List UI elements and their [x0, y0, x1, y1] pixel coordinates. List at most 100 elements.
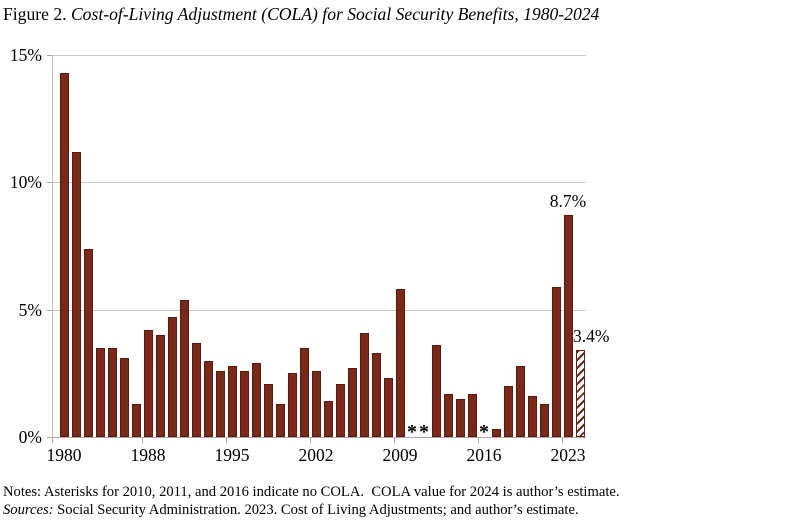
bar-1991	[179, 299, 189, 437]
bar-2021	[539, 403, 549, 437]
bar-2023	[563, 215, 573, 437]
y-axis-label: 0%	[18, 427, 42, 447]
y-axis-label: 10%	[9, 172, 42, 192]
bar-2018	[503, 386, 513, 437]
bar-slot-2022	[550, 55, 562, 437]
x-axis-tick-1995	[226, 438, 227, 443]
no-cola-asterisk-2010: *	[407, 421, 417, 443]
bar-2022	[551, 286, 561, 437]
bar-slot-1989	[154, 55, 166, 437]
x-axis-tick-2016	[478, 438, 479, 443]
bar-slot-2002	[310, 55, 322, 437]
bar-slot-1980	[58, 55, 70, 437]
bar-2012	[431, 345, 441, 437]
bar-slot-2005	[346, 55, 358, 437]
x-axis-label-1988: 1988	[130, 445, 166, 465]
bar-slot-1994	[214, 55, 226, 437]
bar-2020	[527, 396, 537, 437]
bar-1989	[155, 335, 165, 437]
bar-1999	[275, 403, 285, 437]
bar-slot-2023	[562, 55, 574, 437]
sources-text: Social Security Administration. 2023. Co…	[53, 502, 579, 518]
bar-slot-1992	[190, 55, 202, 437]
x-axis-tick-2023	[562, 438, 563, 443]
figure-number: Figure 2.	[3, 4, 71, 24]
bar-2015	[467, 393, 477, 437]
value-annotation-2023: 8.7%	[549, 191, 587, 211]
chart-plot-area: 0% 5% 10% 15% * * * 1980 1988 1995 2002 2009 2016 202…	[9, 45, 610, 465]
bar-2000	[287, 373, 297, 437]
bars-container: * * *	[58, 55, 586, 443]
x-axis-label-1980: 1980	[46, 445, 82, 465]
y-axis-tick	[47, 310, 52, 311]
bar-2003	[323, 401, 333, 437]
bar-slot-1991	[178, 55, 190, 437]
bar-1998	[263, 383, 273, 437]
bar-slot-1984	[94, 55, 106, 437]
bar-slot-2021	[538, 55, 550, 437]
y-axis-label: 5%	[18, 300, 42, 320]
bar-1996	[239, 370, 249, 437]
bar-slot-1995	[226, 55, 238, 437]
bar-slot-2013	[442, 55, 454, 437]
bar-slot-1997	[250, 55, 262, 437]
bar-1992	[191, 342, 201, 437]
bar-slot-2001	[298, 55, 310, 437]
bar-1985	[107, 347, 117, 437]
y-axis-tick	[47, 437, 52, 438]
gridline-10pct	[52, 182, 586, 183]
bar-slot-1986	[118, 55, 130, 437]
bar-slot-1993	[202, 55, 214, 437]
bar-1986	[119, 358, 129, 437]
bar-1997	[251, 363, 261, 437]
x-axis-line	[52, 437, 586, 438]
bar-slot-1988	[142, 55, 154, 437]
sources-label: Sources:	[3, 502, 54, 518]
bar-slot-2020	[526, 55, 538, 437]
bar-2019	[515, 365, 525, 437]
bar-1982	[83, 248, 93, 437]
bar-slot-2008	[382, 55, 394, 437]
bar-1995	[227, 365, 237, 437]
bar-1993	[203, 360, 213, 437]
bar-2013	[443, 393, 453, 437]
bar-2004	[335, 383, 345, 437]
x-axis-tick-2009	[394, 438, 395, 443]
y-axis-label: 15%	[9, 45, 42, 65]
estimate-bar-2024	[575, 350, 585, 437]
bar-1981	[71, 151, 81, 437]
x-axis-label-1995: 1995	[214, 445, 250, 465]
x-axis-label-2016: 2016	[466, 445, 502, 465]
bar-slot-2014	[454, 55, 466, 437]
bar-slot-2006	[358, 55, 370, 437]
bar-slot-1982	[82, 55, 94, 437]
bar-1987	[131, 403, 141, 437]
bar-2005	[347, 368, 357, 437]
x-axis-tick-1988	[142, 438, 143, 443]
x-axis-tick-1980	[52, 438, 53, 443]
bar-2007	[371, 353, 381, 437]
bar-slot-1999	[274, 55, 286, 437]
figure-title: Figure 2. Cost-of-Living Adjustment (COL…	[3, 3, 599, 25]
x-axis-label-2023: 2023	[550, 445, 586, 465]
bar-2002	[311, 370, 321, 437]
bar-slot-1981	[70, 55, 82, 437]
bar-slot-2011: *	[418, 55, 430, 443]
bar-slot-1985	[106, 55, 118, 437]
chart-sources: Sources: Social Security Administration.…	[3, 501, 579, 519]
bar-slot-1996	[238, 55, 250, 437]
no-cola-asterisk-2016: *	[479, 421, 489, 443]
x-axis-label-2009: 2009	[382, 445, 418, 465]
bar-slot-2010: *	[406, 55, 418, 443]
gridline-15pct	[52, 55, 586, 56]
figure-title-text: Cost-of-Living Adjustment (COLA) for Soc…	[70, 4, 600, 24]
bar-2017	[491, 429, 501, 437]
bar-2009	[395, 289, 405, 437]
bar-slot-2004	[334, 55, 346, 437]
bar-1980	[59, 72, 69, 437]
bar-2001	[299, 347, 309, 437]
bar-slot-1987	[130, 55, 142, 437]
y-axis-line	[52, 55, 53, 437]
x-axis-label-2002: 2002	[298, 445, 334, 465]
bar-slot-1998	[262, 55, 274, 437]
